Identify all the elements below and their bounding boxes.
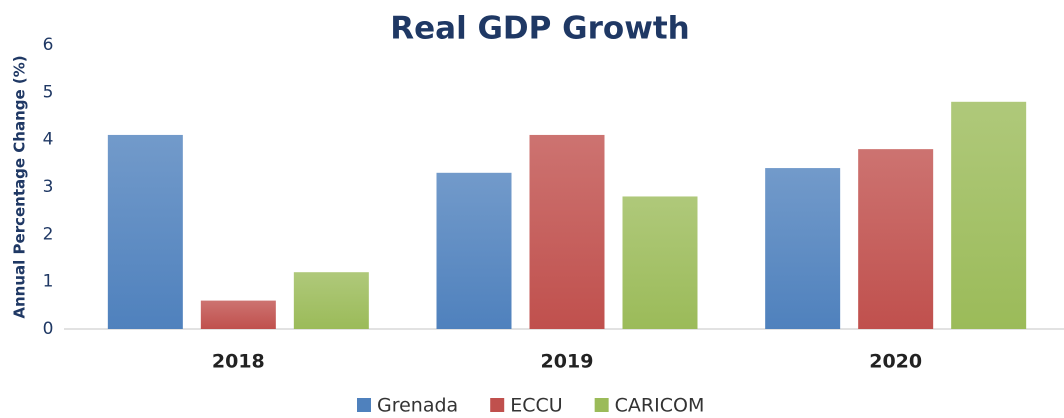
legend-label: CARICOM (615, 395, 705, 417)
bar (858, 149, 934, 329)
y-tick-label: 5 (43, 82, 54, 102)
x-tick-label: 2018 (212, 351, 265, 373)
y-tick-label: 1 (43, 272, 54, 292)
x-tick-label: 2019 (541, 351, 594, 373)
y-axis-label: Annual Percentage Change (%) (11, 55, 29, 318)
y-tick-label: 0 (43, 319, 54, 339)
legend-label: ECCU (510, 395, 562, 417)
bar (529, 134, 605, 329)
legend-swatch (490, 398, 505, 412)
chart-title: Real GDP Growth (390, 11, 689, 47)
bar (436, 172, 512, 329)
y-tick-label: 3 (43, 177, 54, 197)
y-tick-label: 6 (43, 35, 54, 55)
legend-swatch (594, 398, 609, 412)
bar (622, 196, 698, 329)
y-tick-label: 2 (43, 224, 54, 244)
legend-swatch (357, 398, 371, 412)
bar (293, 272, 369, 329)
bar (200, 300, 276, 329)
y-tick-label: 4 (43, 130, 54, 150)
bar (951, 101, 1027, 329)
x-tick-label: 2020 (869, 351, 922, 373)
legend-label: Grenada (377, 395, 458, 417)
bar (107, 134, 183, 329)
bar (765, 168, 841, 329)
